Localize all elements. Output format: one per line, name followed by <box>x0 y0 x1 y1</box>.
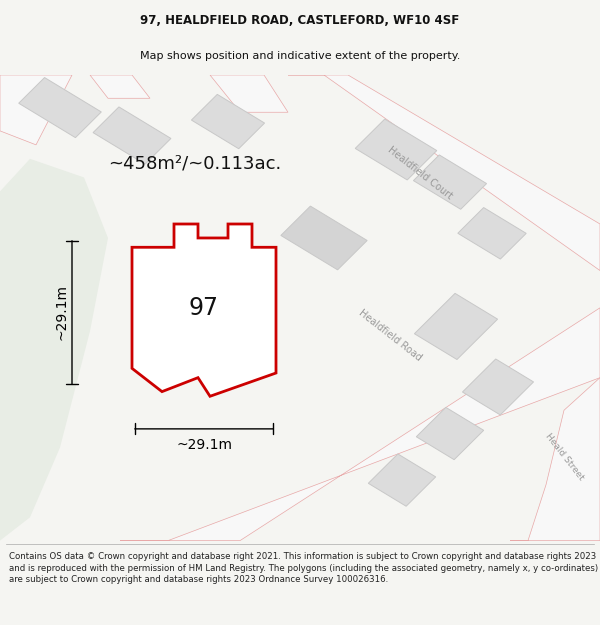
Polygon shape <box>90 75 150 98</box>
Polygon shape <box>510 378 600 541</box>
Polygon shape <box>0 75 72 145</box>
Polygon shape <box>288 75 600 271</box>
Polygon shape <box>132 224 276 396</box>
Polygon shape <box>415 293 497 359</box>
Polygon shape <box>413 155 487 209</box>
Text: ~29.1m: ~29.1m <box>54 284 68 341</box>
Polygon shape <box>93 107 171 164</box>
Text: 97: 97 <box>189 296 219 320</box>
Polygon shape <box>120 308 600 541</box>
Polygon shape <box>463 359 533 415</box>
Text: Map shows position and indicative extent of the property.: Map shows position and indicative extent… <box>140 51 460 61</box>
Text: Contains OS data © Crown copyright and database right 2021. This information is : Contains OS data © Crown copyright and d… <box>9 552 598 584</box>
Text: 97, HEALDFIELD ROAD, CASTLEFORD, WF10 4SF: 97, HEALDFIELD ROAD, CASTLEFORD, WF10 4S… <box>140 14 460 28</box>
Polygon shape <box>0 159 108 541</box>
Polygon shape <box>458 208 526 259</box>
Text: ~458m²/~0.113ac.: ~458m²/~0.113ac. <box>108 154 281 172</box>
Polygon shape <box>368 454 436 506</box>
Polygon shape <box>191 94 265 149</box>
Text: Heald Street: Heald Street <box>543 432 585 482</box>
Polygon shape <box>19 78 101 138</box>
Polygon shape <box>281 206 367 270</box>
Text: Healdfield Court: Healdfield Court <box>386 144 454 201</box>
Text: Healdfield Road: Healdfield Road <box>356 308 424 363</box>
Polygon shape <box>416 408 484 459</box>
Polygon shape <box>355 119 437 180</box>
Polygon shape <box>210 75 288 112</box>
Text: ~29.1m: ~29.1m <box>176 438 232 452</box>
